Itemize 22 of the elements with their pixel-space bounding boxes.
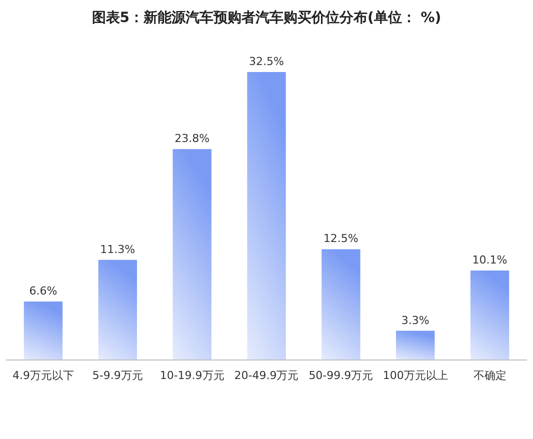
data-label: 12.5% [323,232,358,246]
x-tick-label: 不确定 [473,369,506,382]
bar [172,149,212,360]
data-label: 32.5% [249,55,284,68]
data-label: 11.3% [100,242,136,256]
data-label: 23.8% [174,132,210,146]
data-label: 10.1% [472,254,508,266]
chart-title: 图表5：新能源汽车预购者汽车购买价位分布(单位： %) [92,9,442,26]
bar [470,270,510,360]
bar [322,249,360,360]
x-tick-label: 20-49.9万元 [234,369,299,382]
bar [98,260,137,360]
bar [24,302,63,360]
bar [396,330,435,360]
x-tick-label: 5-9.9万元 [92,369,143,382]
x-tick-label: 10-19.9万元 [160,369,224,382]
x-tick-label: 100万元以上 [382,369,448,382]
data-label: 3.3% [401,314,430,327]
x-tick-label: 50-99.9万元 [308,369,374,382]
x-tick-label: 4.9万元以下 [12,369,74,382]
data-label: 6.6% [29,284,58,298]
bar [247,72,286,360]
